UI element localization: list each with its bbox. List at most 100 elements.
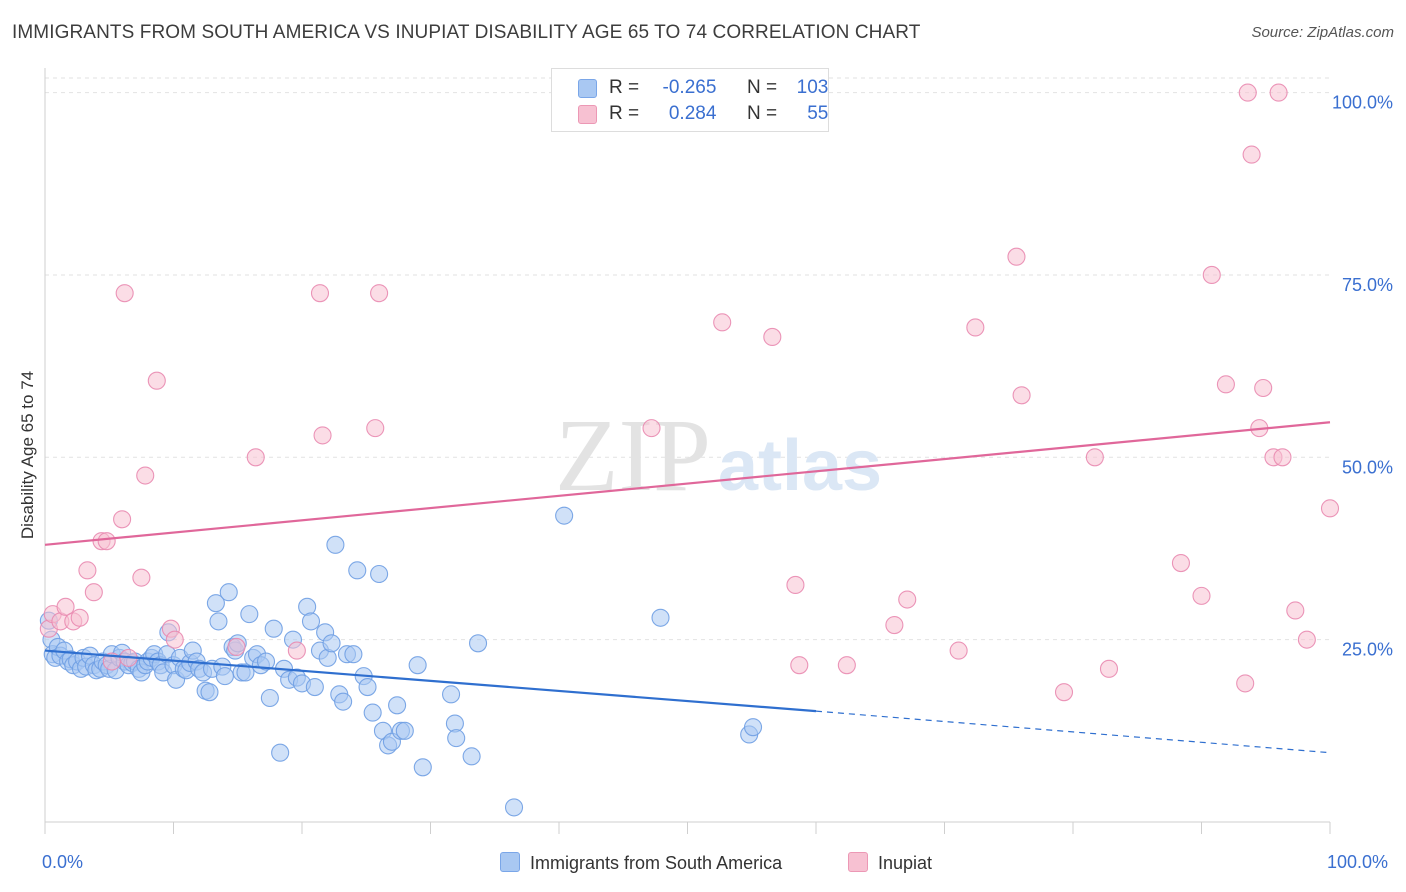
y-tick-label-100: 100.0%	[1332, 93, 1393, 113]
data-point	[200, 683, 219, 702]
bottom-legend-label-inupiat: Inupiat	[878, 853, 933, 873]
legend-swatch-immigrants	[578, 79, 597, 98]
data-point	[305, 678, 324, 697]
bottom-legend-inupiat: Inupiat	[848, 852, 932, 874]
data-point	[334, 692, 353, 711]
legend-n-value: 103	[796, 77, 829, 98]
bottom-legend-swatch-immigrants	[500, 852, 520, 872]
watermark-zip: ZIP	[555, 398, 711, 513]
data-point	[1320, 499, 1340, 518]
data-point	[260, 688, 279, 708]
series-inupiat-points	[39, 83, 1340, 702]
data-point	[358, 678, 377, 697]
data-point	[1012, 386, 1031, 405]
data-point	[206, 594, 225, 613]
legend-swatch-inupiat	[578, 105, 597, 124]
legend-n-label: N =	[746, 103, 778, 124]
chart-title: IMMIGRANTS FROM SOUTH AMERICA VS INUPIAT…	[12, 22, 921, 43]
data-point	[256, 652, 276, 671]
data-point	[1085, 448, 1104, 467]
data-point	[209, 612, 228, 631]
data-point	[1286, 601, 1305, 620]
data-point	[837, 656, 856, 675]
data-point	[136, 466, 155, 485]
data-point	[898, 590, 917, 609]
watermark-atlas: atlas	[718, 426, 882, 506]
data-point	[447, 729, 466, 748]
data-point	[395, 721, 414, 740]
data-point	[56, 597, 75, 616]
data-point	[1216, 375, 1235, 394]
data-point	[555, 506, 574, 525]
data-point	[84, 583, 103, 602]
data-point	[1269, 83, 1288, 102]
data-point	[322, 634, 341, 653]
trend-line-immigrants-extension	[815, 710, 1331, 754]
trend-line-immigrants	[44, 649, 817, 713]
y-tick-label-75: 75.0%	[1342, 275, 1393, 295]
data-point	[1297, 630, 1316, 649]
data-point	[1171, 554, 1190, 573]
data-point	[1236, 674, 1255, 693]
data-point	[165, 630, 184, 649]
data-point	[1054, 683, 1074, 702]
data-point	[70, 608, 89, 627]
data-point	[240, 605, 259, 624]
data-point	[713, 313, 732, 332]
data-point	[215, 667, 234, 686]
data-point	[227, 637, 246, 656]
data-point	[313, 426, 332, 445]
data-point	[949, 641, 968, 660]
bottom-legend-label-immigrants: Immigrants from South America	[530, 853, 783, 873]
legend-r-value: -0.265	[662, 77, 717, 98]
watermark: ZIP atlas	[555, 398, 882, 513]
data-point	[132, 568, 151, 587]
data-point	[468, 634, 488, 653]
series-immigrants-points	[39, 506, 763, 817]
data-point	[885, 616, 904, 635]
data-point	[366, 419, 385, 438]
source-credit: Source: ZipAtlas.com	[1251, 24, 1394, 41]
x-tick-label-min: 0.0%	[42, 852, 84, 872]
data-point	[1242, 145, 1261, 164]
data-point	[790, 656, 809, 675]
axes	[44, 68, 1331, 834]
legend-n-label: N =	[746, 77, 778, 98]
data-point	[236, 663, 255, 682]
data-point	[413, 758, 432, 777]
data-point	[363, 703, 382, 722]
data-point	[310, 284, 330, 303]
data-point	[1192, 586, 1211, 605]
data-point	[1202, 265, 1221, 284]
trend-lines	[44, 421, 1331, 754]
data-point	[370, 564, 389, 584]
data-point	[264, 619, 283, 638]
data-point	[642, 419, 661, 438]
data-point	[348, 561, 367, 580]
data-point	[1238, 83, 1257, 102]
legend-r-value: 0.284	[668, 103, 717, 124]
data-point	[271, 743, 290, 762]
data-point	[763, 327, 782, 346]
data-point	[388, 696, 407, 715]
data-point	[408, 656, 427, 675]
trend-line-inupiat	[44, 421, 1331, 546]
legend-n-value: 55	[807, 103, 829, 124]
data-point	[1007, 247, 1026, 266]
data-point	[115, 284, 134, 303]
grid-lines	[45, 77, 1330, 641]
legend-r-label: R =	[609, 77, 640, 98]
data-point	[1273, 448, 1292, 467]
data-point	[113, 510, 132, 529]
data-point	[147, 371, 166, 390]
y-axis-label: Disability Age 65 to 74	[18, 370, 37, 540]
y-tick-label-25: 25.0%	[1342, 640, 1393, 660]
data-point	[1099, 659, 1119, 678]
data-point	[966, 318, 985, 337]
y-tick-label-50: 50.0%	[1342, 457, 1393, 477]
data-point	[326, 535, 345, 554]
bottom-legend-swatch-inupiat	[848, 852, 868, 872]
data-point	[219, 583, 238, 602]
y-tick-labels: 25.0% 50.0% 75.0% 100.0%	[1332, 93, 1393, 660]
